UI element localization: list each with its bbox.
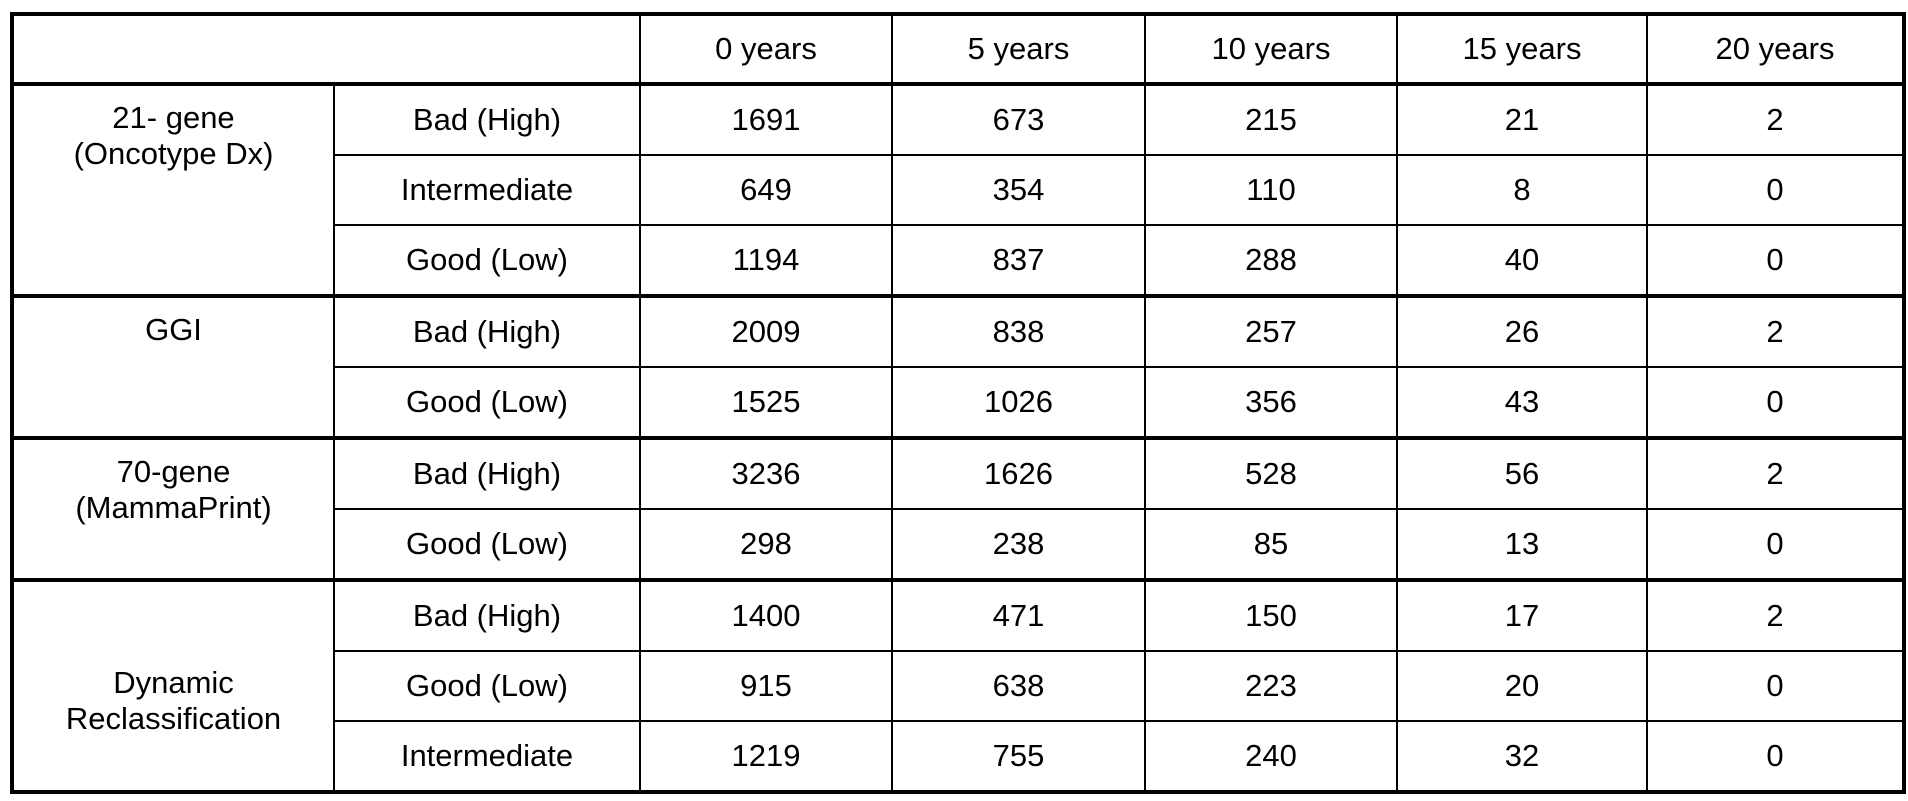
- cell-value: 0: [1647, 155, 1904, 225]
- cell-value: 238: [892, 509, 1145, 580]
- cell-value: 150: [1145, 580, 1397, 651]
- group-label: 70-gene (MammaPrint): [12, 438, 334, 580]
- column-header: 15 years: [1397, 14, 1647, 84]
- row-label: Bad (High): [334, 438, 640, 509]
- cell-value: 838: [892, 296, 1145, 367]
- cell-value: 1626: [892, 438, 1145, 509]
- cell-value: 915: [640, 651, 892, 721]
- row-label: Intermediate: [334, 155, 640, 225]
- cell-value: 354: [892, 155, 1145, 225]
- cell-value: 755: [892, 721, 1145, 792]
- cell-value: 2: [1647, 296, 1904, 367]
- column-header: 20 years: [1647, 14, 1904, 84]
- group-label: 21- gene (Oncotype Dx): [12, 84, 334, 296]
- cell-value: 56: [1397, 438, 1647, 509]
- header-row: 0 years 5 years 10 years 15 years 20 yea…: [12, 14, 1904, 84]
- cell-value: 288: [1145, 225, 1397, 296]
- cell-value: 8: [1397, 155, 1647, 225]
- row-label: Good (Low): [334, 651, 640, 721]
- cell-value: 40: [1397, 225, 1647, 296]
- cell-value: 85: [1145, 509, 1397, 580]
- cell-value: 471: [892, 580, 1145, 651]
- cell-value: 32: [1397, 721, 1647, 792]
- cell-value: 1219: [640, 721, 892, 792]
- header-empty: [12, 14, 640, 84]
- cell-value: 13: [1397, 509, 1647, 580]
- table-row: Dynamic ReclassificationBad (High)140047…: [12, 580, 1904, 651]
- cell-value: 837: [892, 225, 1145, 296]
- cell-value: 1026: [892, 367, 1145, 438]
- column-header: 5 years: [892, 14, 1145, 84]
- row-label: Good (Low): [334, 225, 640, 296]
- row-label: Good (Low): [334, 367, 640, 438]
- cell-value: 0: [1647, 367, 1904, 438]
- table-row: 70-gene (MammaPrint)Bad (High)3236162652…: [12, 438, 1904, 509]
- cell-value: 0: [1647, 721, 1904, 792]
- table-row: 21- gene (Oncotype Dx)Bad (High)16916732…: [12, 84, 1904, 155]
- survival-table: 0 years 5 years 10 years 15 years 20 yea…: [10, 12, 1906, 794]
- table-row: GGIBad (High)2009838257262: [12, 296, 1904, 367]
- cell-value: 215: [1145, 84, 1397, 155]
- cell-value: 1525: [640, 367, 892, 438]
- cell-value: 2: [1647, 84, 1904, 155]
- cell-value: 2009: [640, 296, 892, 367]
- cell-value: 0: [1647, 651, 1904, 721]
- row-label: Bad (High): [334, 296, 640, 367]
- column-header: 10 years: [1145, 14, 1397, 84]
- cell-value: 638: [892, 651, 1145, 721]
- group-label: GGI: [12, 296, 334, 438]
- cell-value: 1194: [640, 225, 892, 296]
- column-header: 0 years: [640, 14, 892, 84]
- row-label: Intermediate: [334, 721, 640, 792]
- cell-value: 21: [1397, 84, 1647, 155]
- cell-value: 0: [1647, 225, 1904, 296]
- cell-value: 223: [1145, 651, 1397, 721]
- cell-value: 26: [1397, 296, 1647, 367]
- cell-value: 528: [1145, 438, 1397, 509]
- cell-value: 0: [1647, 509, 1904, 580]
- cell-value: 43: [1397, 367, 1647, 438]
- cell-value: 3236: [640, 438, 892, 509]
- row-label: Good (Low): [334, 509, 640, 580]
- cell-value: 110: [1145, 155, 1397, 225]
- cell-value: 17: [1397, 580, 1647, 651]
- cell-value: 240: [1145, 721, 1397, 792]
- cell-value: 20: [1397, 651, 1647, 721]
- row-label: Bad (High): [334, 84, 640, 155]
- cell-value: 1400: [640, 580, 892, 651]
- cell-value: 1691: [640, 84, 892, 155]
- cell-value: 2: [1647, 580, 1904, 651]
- cell-value: 298: [640, 509, 892, 580]
- cell-value: 257: [1145, 296, 1397, 367]
- cell-value: 2: [1647, 438, 1904, 509]
- cell-value: 649: [640, 155, 892, 225]
- cell-value: 356: [1145, 367, 1397, 438]
- group-label: Dynamic Reclassification: [12, 580, 334, 792]
- cell-value: 673: [892, 84, 1145, 155]
- row-label: Bad (High): [334, 580, 640, 651]
